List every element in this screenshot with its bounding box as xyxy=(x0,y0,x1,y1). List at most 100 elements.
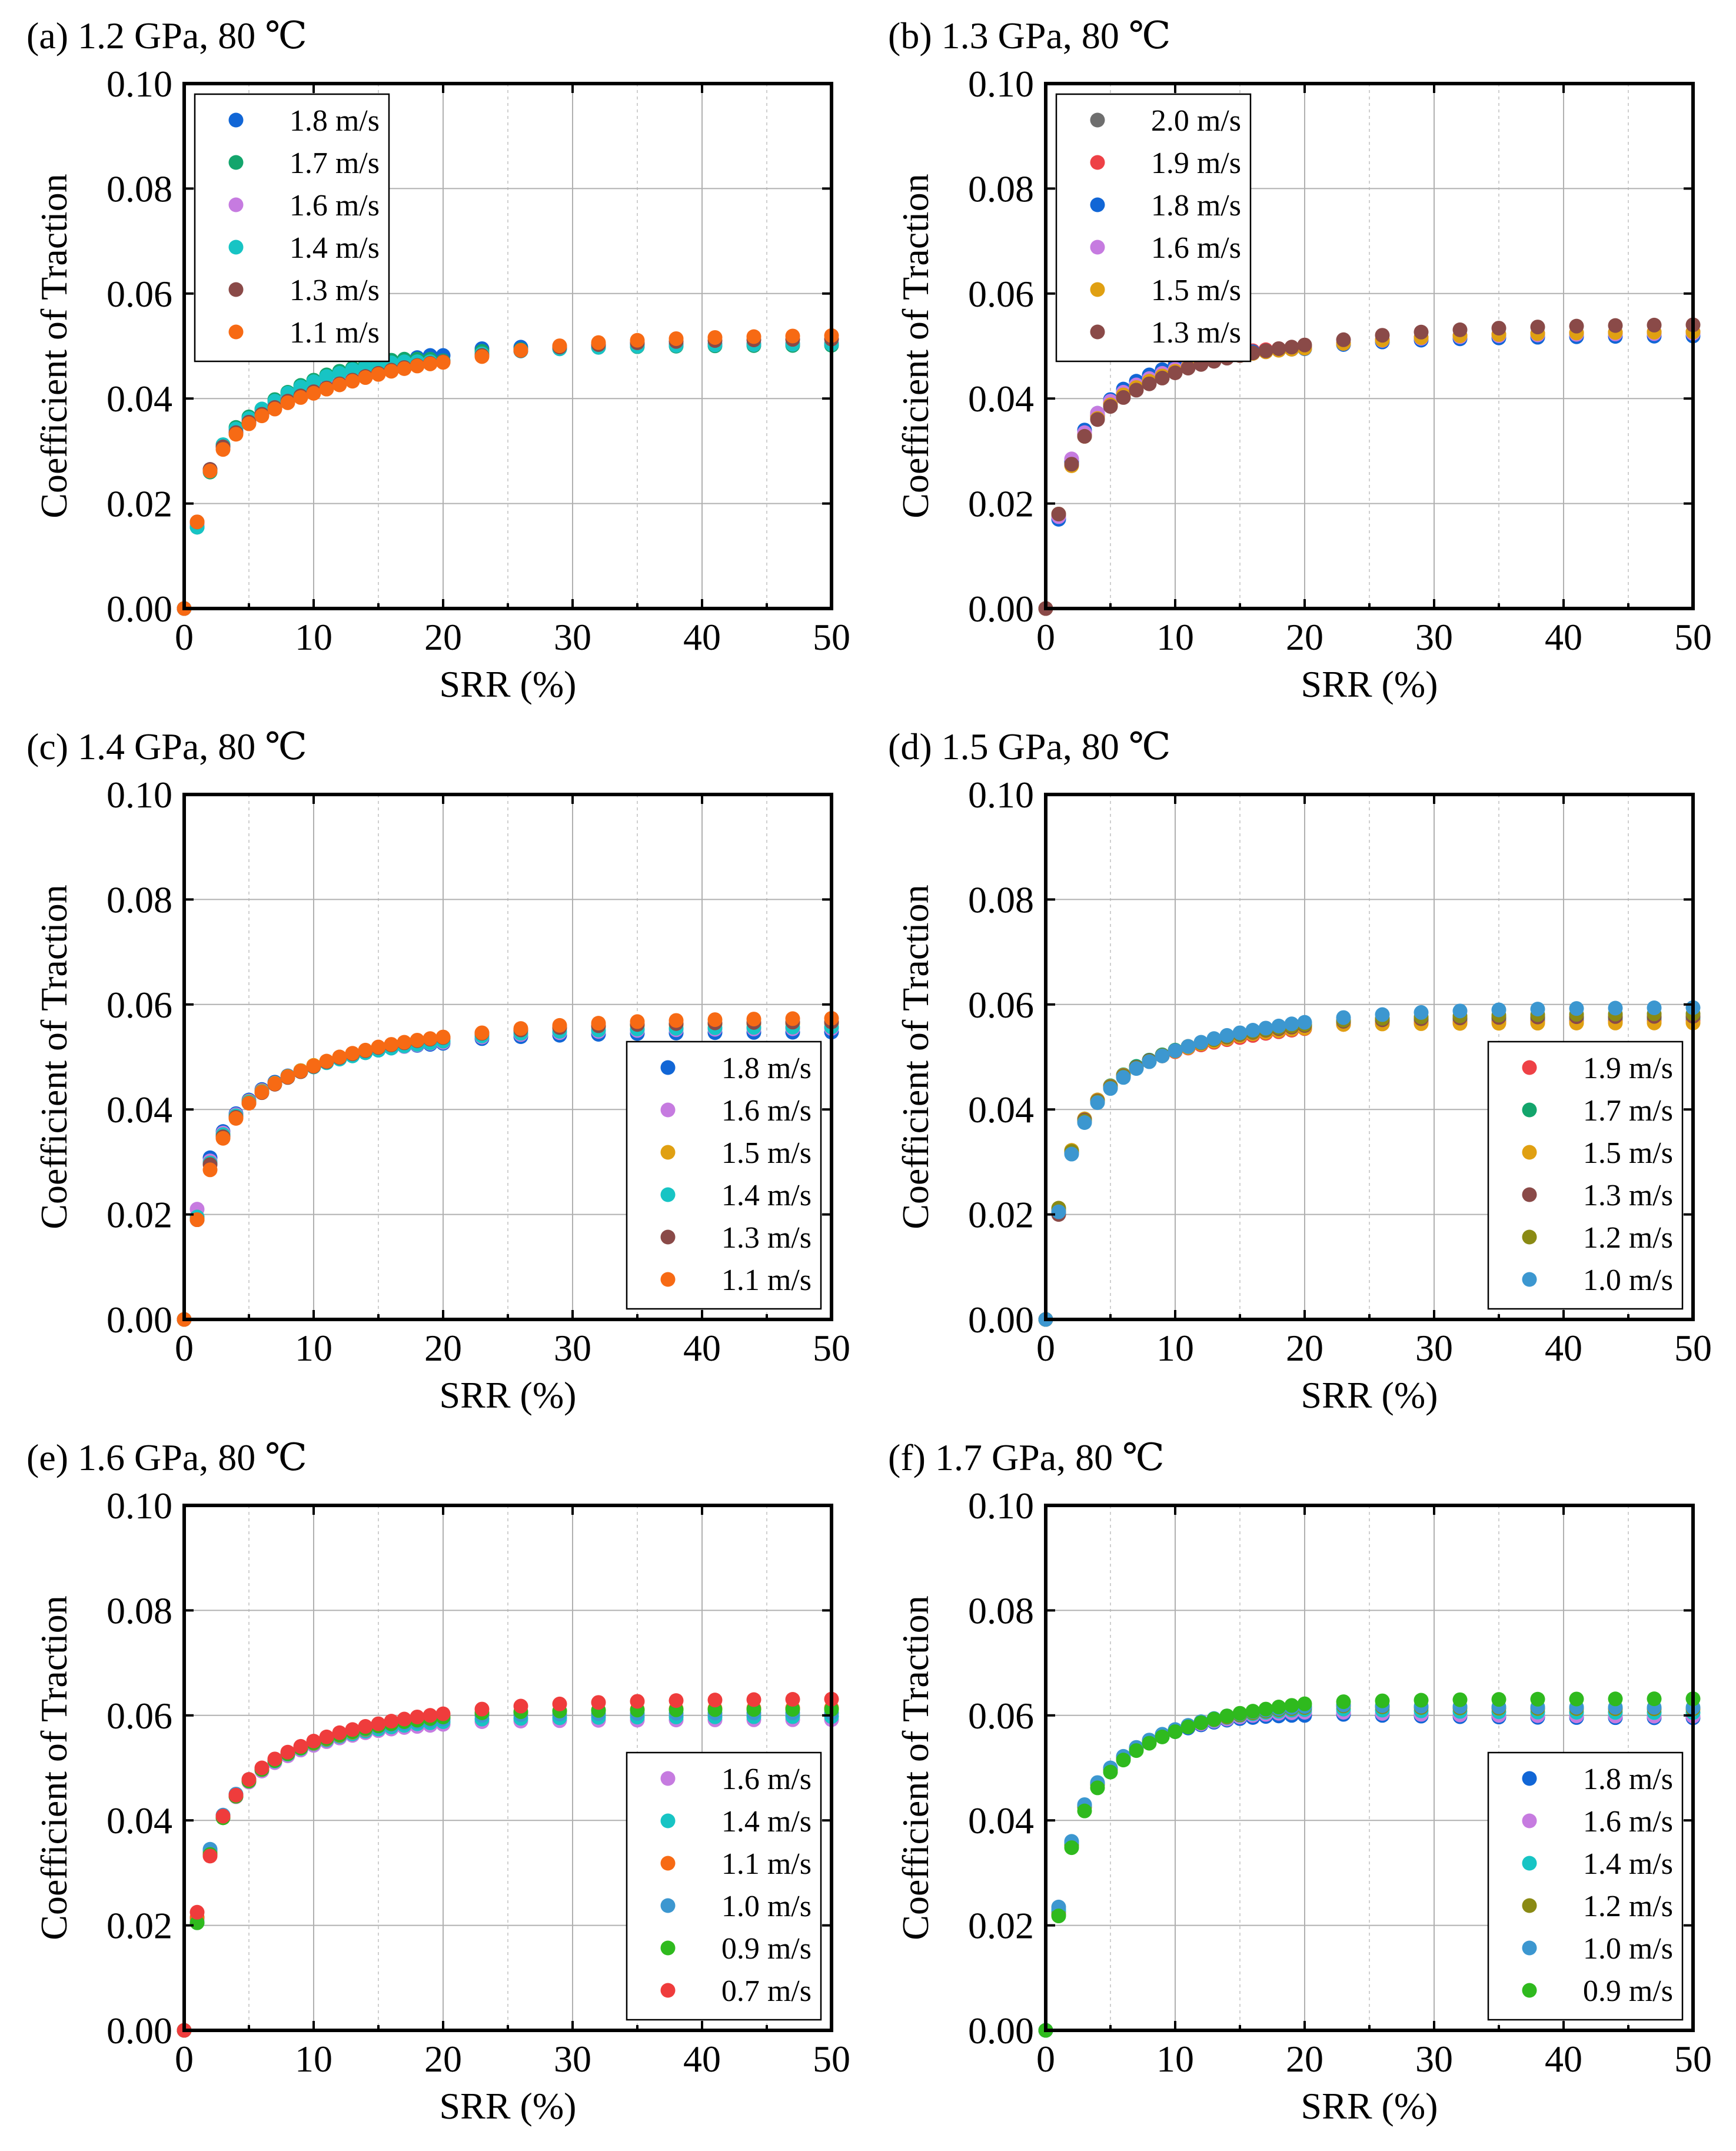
data-point xyxy=(707,330,723,345)
data-point xyxy=(746,1012,761,1027)
data-point xyxy=(1491,1692,1506,1707)
data-point xyxy=(332,1725,347,1740)
data-point xyxy=(332,365,347,381)
x-tick-label: 10 xyxy=(1156,1327,1194,1369)
data-point xyxy=(1530,1002,1545,1017)
series-1-1-m-s xyxy=(177,328,839,616)
data-point xyxy=(410,1709,425,1724)
series-1-0-m-s xyxy=(1038,1000,1701,1327)
data-point xyxy=(1155,1048,1170,1063)
chart-panel-f: (f) 1.7 GPa, 80 ℃ 0 10 20 30 40 50 0.00 0.02 0.04… xyxy=(888,1437,1712,2127)
data-points xyxy=(177,328,839,616)
x-tick-label: 30 xyxy=(554,616,591,658)
data-point xyxy=(280,395,295,410)
x-tick-label: 20 xyxy=(1286,1327,1323,1369)
data-point xyxy=(474,349,490,364)
data-point xyxy=(1271,1018,1286,1033)
legend-marker xyxy=(1522,1102,1537,1118)
y-axis-label: Coefficient of Traction xyxy=(894,1595,936,1940)
data-point xyxy=(630,1694,645,1709)
panel-title: (d) 1.5 GPa, 80 ℃ xyxy=(888,726,1170,767)
data-point xyxy=(345,1722,360,1737)
data-point xyxy=(254,408,270,424)
x-tick-label: 10 xyxy=(1156,2038,1194,2080)
data-point xyxy=(1336,1010,1351,1025)
data-point xyxy=(785,328,800,344)
legend-box xyxy=(194,93,390,363)
legend: 2.0 m/s 1.9 m/s 1.8 m/s 1.6 m/s 1.5 m/s 1.3 m… xyxy=(1055,93,1252,363)
y-tick-label: 0.06 xyxy=(107,1695,172,1737)
x-tick-label: 0 xyxy=(1036,2038,1055,2080)
data-point xyxy=(1090,412,1105,427)
data-point xyxy=(293,390,308,405)
legend-marker xyxy=(1090,155,1105,170)
legend-marker xyxy=(228,282,244,297)
legend-label: 1.9 m/s xyxy=(1583,1052,1673,1085)
legend-label: 1.8 m/s xyxy=(290,104,380,138)
data-point xyxy=(474,1701,490,1717)
x-tick-label: 40 xyxy=(683,2038,721,2080)
y-tick-label: 0.04 xyxy=(107,378,172,420)
data-point xyxy=(189,1904,205,1920)
data-point xyxy=(1245,1023,1261,1038)
x-axis-label: SRR (%) xyxy=(440,663,577,705)
data-point xyxy=(1284,1016,1299,1032)
data-point xyxy=(371,1039,386,1055)
legend-label: 1.3 m/s xyxy=(1583,1179,1673,1212)
legend: 1.6 m/s 1.4 m/s 1.1 m/s 1.0 m/s 0.9 m/s 0.7 m… xyxy=(626,1751,822,2021)
legend-marker xyxy=(660,1229,676,1245)
x-axis-label: SRR (%) xyxy=(440,2085,577,2127)
data-point xyxy=(669,1693,684,1708)
x-tick-label: 50 xyxy=(1674,616,1712,658)
data-point xyxy=(1284,340,1299,355)
data-point xyxy=(1608,1691,1623,1707)
legend-label: 1.0 m/s xyxy=(721,1890,812,1923)
legend-label: 1.5 m/s xyxy=(721,1136,812,1170)
y-tick-label: 0.06 xyxy=(968,1695,1034,1737)
data-point xyxy=(669,1013,684,1028)
data-point xyxy=(1051,506,1066,521)
data-point xyxy=(1168,365,1183,380)
x-axis-label: SRR (%) xyxy=(1301,1374,1438,1416)
y-tick-label: 0.00 xyxy=(968,2010,1034,2052)
data-point xyxy=(1414,1005,1429,1020)
data-point xyxy=(1375,1007,1390,1022)
legend-marker xyxy=(1522,1940,1537,1956)
data-point xyxy=(746,329,761,344)
data-point xyxy=(1180,1039,1196,1054)
legend-marker xyxy=(660,1060,676,1075)
chart-panel-d: (d) 1.5 GPa, 80 ℃ 0 10 20 30 40 50 0.00 0.02 0.04… xyxy=(888,726,1712,1416)
data-point xyxy=(293,1063,308,1079)
legend-label: 1.4 m/s xyxy=(1583,1847,1673,1881)
legend-marker xyxy=(660,1898,676,1913)
data-point xyxy=(319,1053,334,1069)
data-point xyxy=(1569,318,1584,334)
data-point xyxy=(1258,1701,1273,1717)
x-tick-label: 10 xyxy=(295,616,332,658)
series-1-9-m-s xyxy=(1038,324,1701,616)
data-point xyxy=(1090,1095,1105,1111)
y-axis-label: Coefficient of Traction xyxy=(894,885,936,1229)
legend-marker xyxy=(1090,197,1105,212)
x-tick-label: 30 xyxy=(1415,1327,1453,1369)
data-point xyxy=(1414,324,1429,340)
data-point xyxy=(1452,1692,1468,1707)
series-1-7-m-s xyxy=(177,338,839,616)
legend-marker xyxy=(1090,112,1105,128)
chart-panel-a: (a) 1.2 GPa, 80 ℃ 0 10 20 30 40 50 0.00 0.02 0.04… xyxy=(26,15,850,705)
legend-marker xyxy=(1522,1187,1537,1202)
legend-marker xyxy=(660,1102,676,1118)
legend-label: 1.3 m/s xyxy=(721,1221,812,1255)
y-tick-label: 0.08 xyxy=(107,879,172,920)
series-1-8-m-s xyxy=(177,336,839,616)
data-point xyxy=(1193,1715,1209,1730)
data-point xyxy=(552,1696,567,1711)
legend-marker xyxy=(1522,1813,1537,1828)
data-point xyxy=(669,331,684,346)
data-point xyxy=(1491,1002,1506,1018)
data-point xyxy=(1569,1001,1584,1016)
y-tick-label: 0.10 xyxy=(107,774,172,816)
x-tick-label: 20 xyxy=(1286,616,1323,658)
data-point xyxy=(1452,322,1468,337)
